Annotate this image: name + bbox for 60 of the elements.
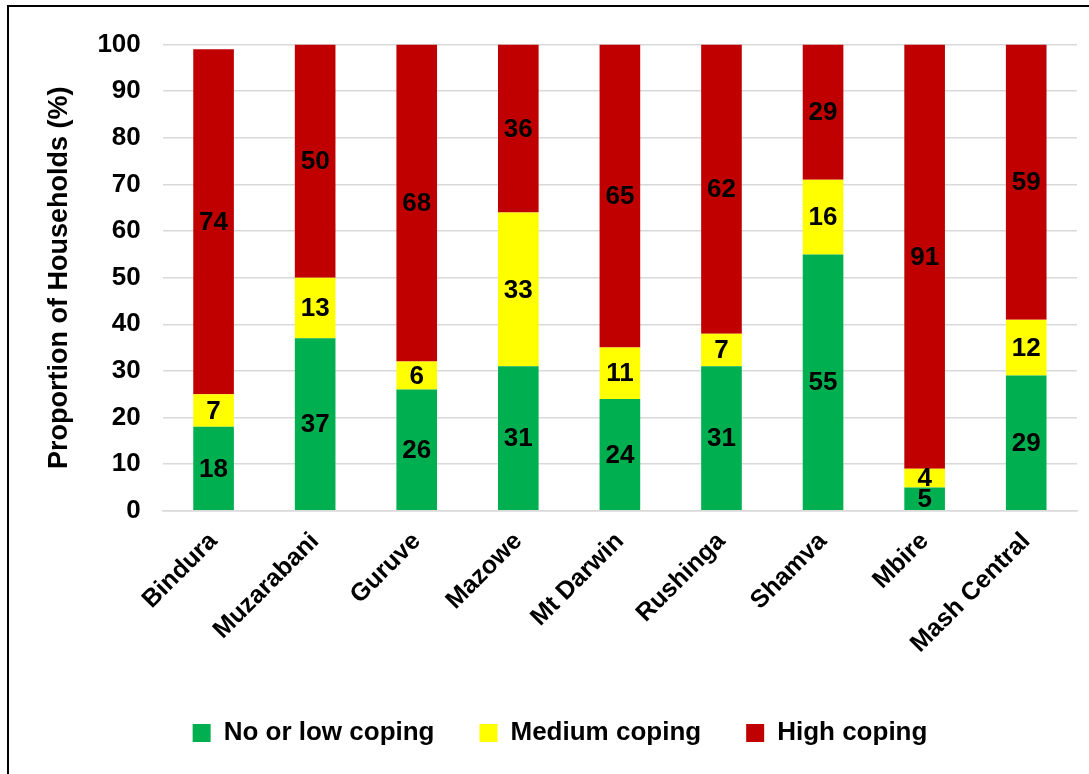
bar: [599, 44, 641, 348]
data-label: 29: [808, 96, 838, 127]
y-tick-label: 100: [97, 27, 141, 58]
bar: [802, 254, 844, 511]
data-label: 16: [808, 201, 838, 232]
bar: [396, 44, 438, 362]
bar: [701, 333, 742, 367]
bar: [193, 394, 234, 427]
y-tick-label: 60: [111, 214, 141, 245]
data-label: 37: [300, 408, 330, 439]
data-label: 55: [808, 366, 838, 397]
data-label: 31: [503, 422, 533, 453]
y-tick-label: 30: [111, 354, 141, 385]
bar: [802, 44, 844, 180]
bar: [701, 366, 742, 511]
data-label: 33: [503, 273, 533, 304]
data-label: 31: [707, 422, 736, 453]
data-label: 36: [503, 112, 533, 143]
y-tick-label: 0: [126, 493, 141, 524]
y-tick-label: 80: [111, 121, 141, 152]
bar: [497, 44, 539, 213]
data-label: 26: [402, 433, 432, 464]
data-label: 7: [714, 334, 729, 365]
bar: [294, 338, 336, 511]
data-label: 50: [300, 145, 330, 176]
data-label: 65: [605, 180, 635, 211]
y-tick-label: 90: [111, 74, 141, 105]
data-label: 6: [409, 359, 424, 390]
y-tick-label: 40: [111, 307, 141, 338]
data-label: 12: [1011, 331, 1041, 362]
y-axis-title: Proportion of Households (%): [42, 86, 73, 469]
data-label: 91: [910, 240, 940, 271]
data-label: 13: [300, 292, 330, 323]
data-label: 68: [402, 187, 432, 218]
legend-label: Medium coping: [510, 716, 702, 747]
bar: [701, 44, 742, 334]
bar: [193, 49, 234, 395]
bar: [1005, 44, 1047, 320]
y-tick-label: 10: [111, 447, 141, 478]
bar: [294, 44, 336, 278]
bar: [193, 426, 234, 511]
legend-label: High coping: [777, 716, 928, 747]
data-label: 7: [206, 394, 221, 425]
data-label: 59: [1011, 166, 1041, 197]
data-label: 29: [1011, 426, 1041, 457]
y-tick-label: 20: [111, 400, 141, 431]
y-tick-label: 50: [111, 260, 141, 291]
y-tick-label: 70: [111, 167, 141, 198]
legend-label: No or low coping: [223, 716, 435, 747]
data-label: 74: [199, 205, 229, 236]
bar: [396, 389, 438, 511]
bar: [1005, 375, 1047, 511]
bar: [904, 44, 945, 469]
data-label: 11: [606, 357, 634, 388]
data-label: 62: [707, 173, 736, 204]
bar: [599, 398, 641, 511]
data-label: 18: [199, 452, 229, 483]
data-label: 24: [605, 438, 635, 469]
bar: [497, 366, 539, 511]
bar: [497, 212, 539, 367]
